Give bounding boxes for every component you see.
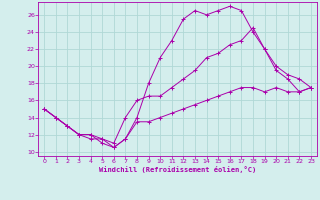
X-axis label: Windchill (Refroidissement éolien,°C): Windchill (Refroidissement éolien,°C) bbox=[99, 166, 256, 173]
